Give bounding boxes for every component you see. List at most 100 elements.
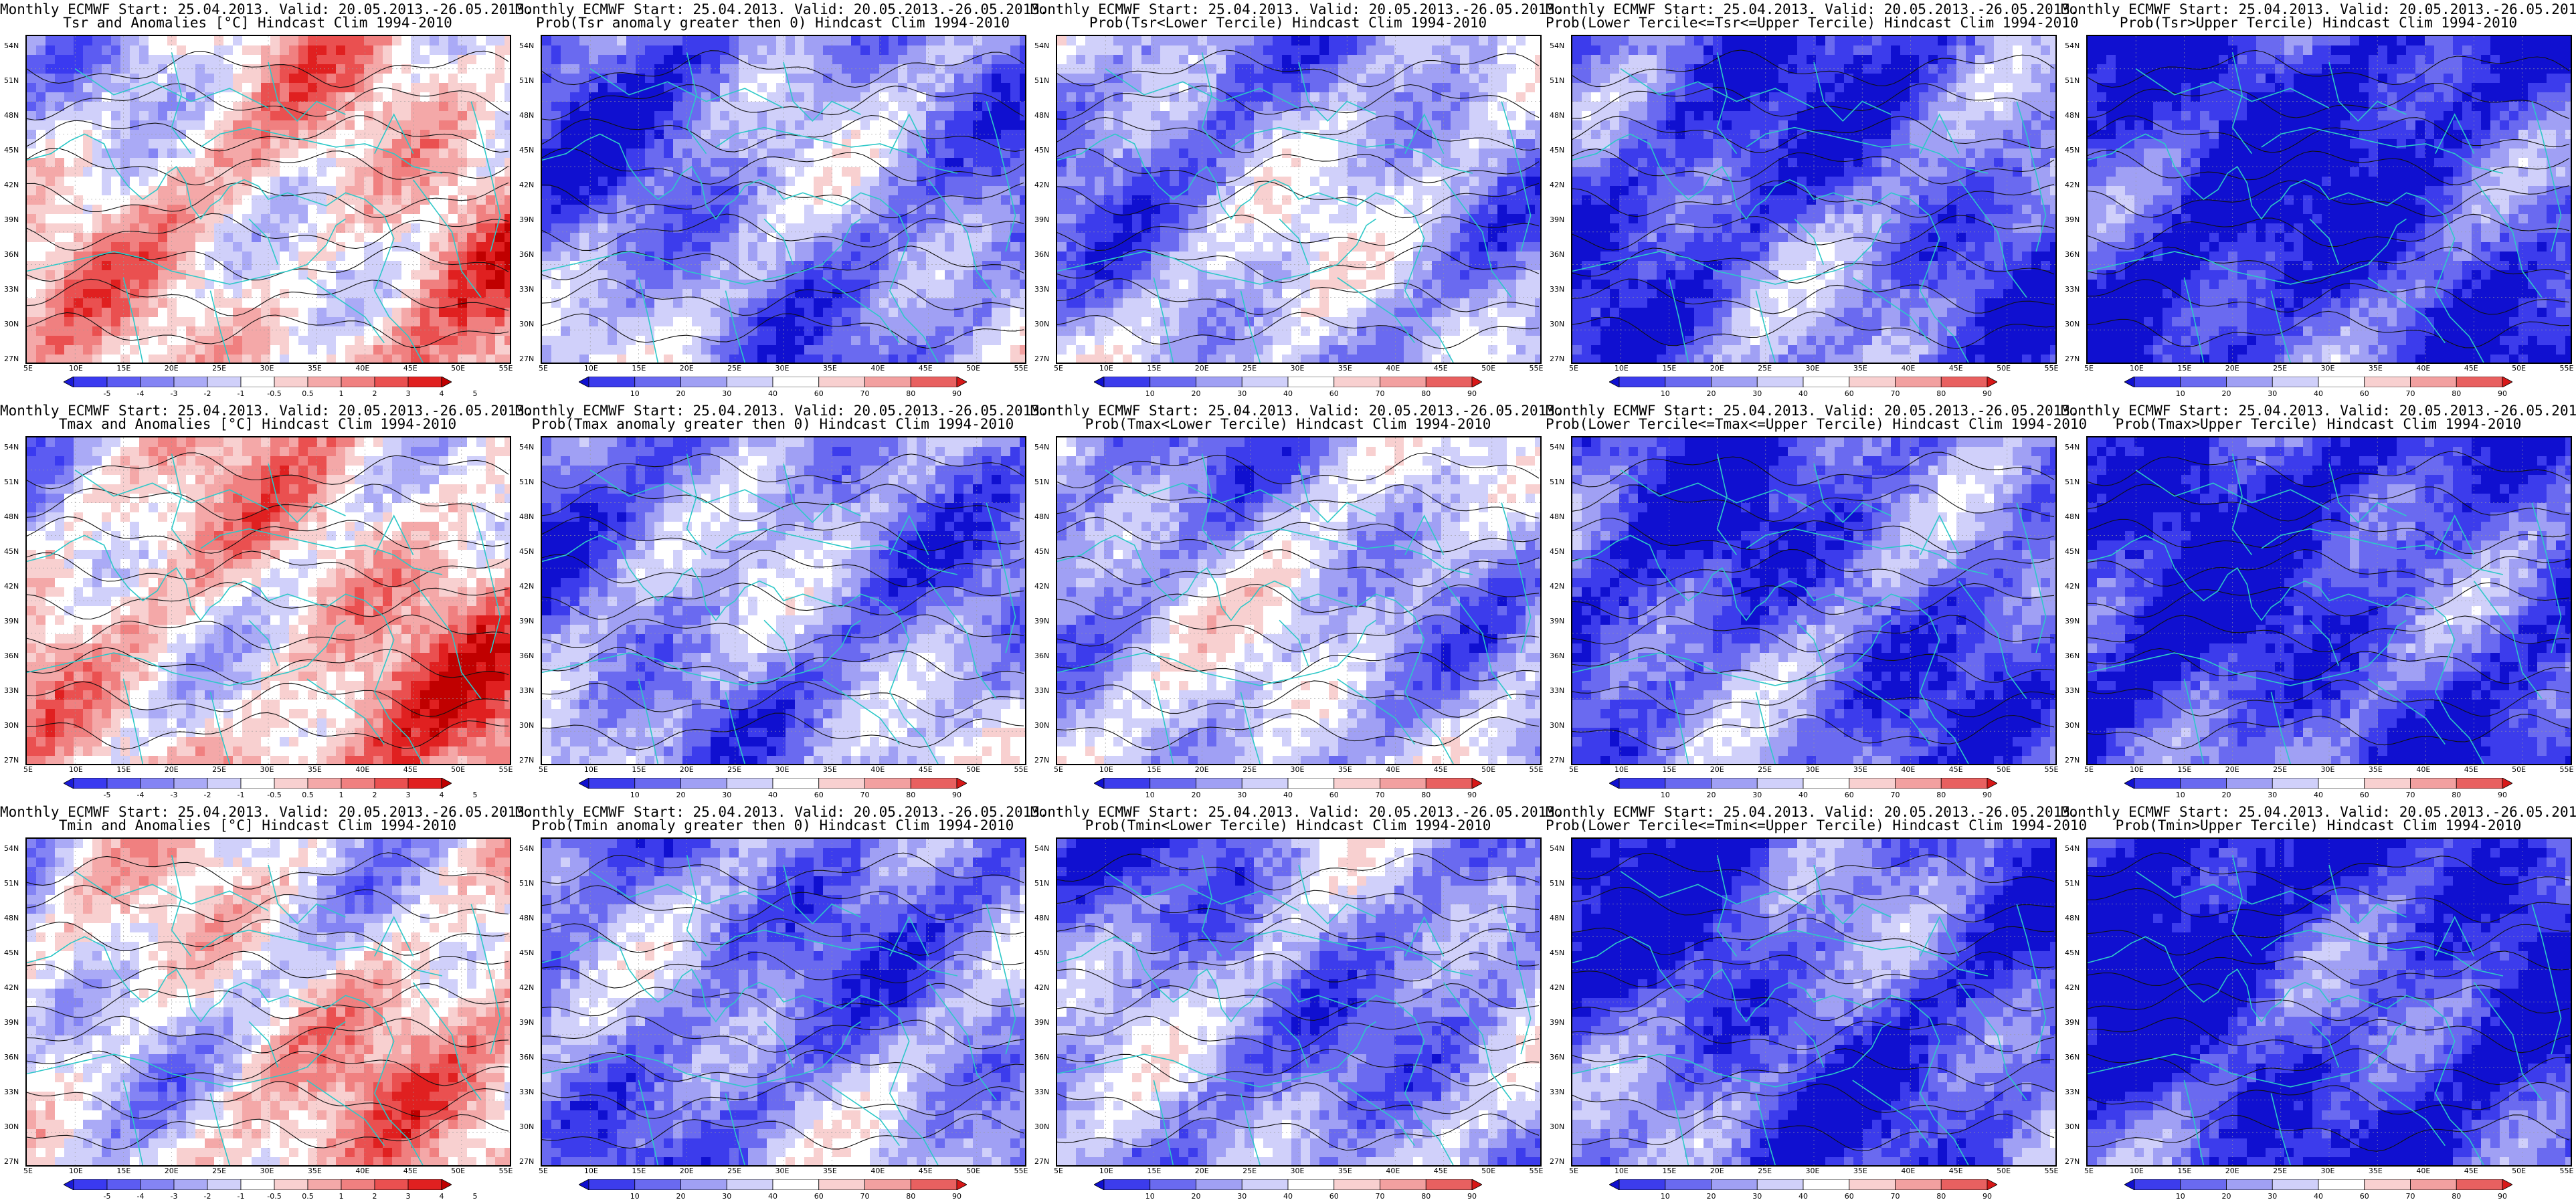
longitude-label: 55E (2045, 765, 2059, 774)
colorbar-label: -0.5 (267, 791, 281, 799)
panel-title-line2: Prob(Tmax>Upper Tercile) Hindcast Clim 1… (2061, 417, 2576, 431)
colorbar-swatch (680, 778, 727, 789)
colorbar-swatch (1287, 377, 1335, 387)
longitude-label: 40E (2416, 1167, 2430, 1175)
longitude-label: 30E (2321, 765, 2335, 774)
longitude-label: 5E (1569, 364, 1578, 373)
longitude-label: 55E (499, 364, 513, 373)
latitude-label: 36N (1034, 651, 1049, 660)
colorbar-swatch (341, 377, 375, 387)
longitude-label: 55E (499, 765, 513, 774)
colorbar-swatch (1149, 377, 1196, 387)
longitude-label: 40E (1901, 1167, 1915, 1175)
longitude-label: 25E (2273, 765, 2287, 774)
field-cells (1057, 36, 1540, 363)
colorbar-swatch (634, 1179, 681, 1190)
colorbar-swatch (1619, 778, 1666, 789)
colorbar-swatch (240, 778, 275, 789)
panel-title-line2: Prob(Tmin>Upper Tercile) Hindcast Clim 1… (2061, 818, 2576, 833)
colorbar-swatch (1940, 778, 1988, 789)
colorbar-label: 40 (768, 791, 777, 799)
colorbar-swatch (173, 377, 208, 387)
latitude-label: 33N (2065, 686, 2080, 695)
colorbar-label: 30 (1752, 389, 1762, 398)
forecast-field-svg (27, 36, 510, 363)
longitude-label: 50E (966, 765, 980, 774)
colorbar-label: 30 (2268, 389, 2277, 398)
panel-title-line1: Monthly ECMWF Start: 25.04.2013. Valid: … (0, 2, 533, 17)
colorbar-label: -4 (137, 791, 145, 799)
colorbar-swatch (2134, 1179, 2181, 1190)
latitude-label: 54N (1034, 844, 1049, 853)
longitude-label: 35E (1338, 765, 1352, 774)
longitude-label: 10E (2130, 1167, 2144, 1175)
colorbar-swatch (634, 778, 681, 789)
colorbar-swatch (1471, 1179, 1482, 1190)
longitude-label: 40E (355, 1167, 369, 1175)
longitude-label: 40E (870, 765, 885, 774)
colorbar-label: 60 (1329, 389, 1339, 398)
forecast-field-svg (1572, 839, 2055, 1165)
longitude-label: 50E (451, 765, 465, 774)
colorbar-label: 5 (473, 1192, 478, 1201)
colorbar-label: 10 (1145, 1192, 1155, 1201)
colorbar-swatch (910, 377, 957, 387)
colorbar-swatch (1711, 377, 1758, 387)
longitude-label: 25E (1243, 1167, 1257, 1175)
panel-title-line1: Monthly ECMWF Start: 25.04.2013. Valid: … (1546, 403, 2079, 418)
colorbar-label: 20 (1707, 1192, 1716, 1201)
colorbar-label: 30 (1752, 1192, 1762, 1201)
colorbar-label: 80 (2452, 791, 2461, 799)
colorbar-swatch (73, 778, 108, 789)
longitude-label: 35E (823, 364, 837, 373)
colorbar-label: 30 (722, 389, 731, 398)
longitude-label: 15E (1147, 765, 1161, 774)
longitude-label: 45E (919, 364, 933, 373)
colorbar-label: 20 (676, 1192, 686, 1201)
longitude-label: 5E (2084, 1167, 2094, 1175)
latitude-label: 30N (519, 320, 534, 328)
longitude-label: 55E (2560, 765, 2574, 774)
forecast-field-svg (1572, 437, 2055, 764)
latitude-label: 39N (1034, 617, 1049, 625)
colorbar-swatch (1149, 778, 1196, 789)
latitude-label: 51N (1034, 879, 1049, 888)
panel-title-line2: Prob(Lower Tercile<=Tmin<=Upper Tercile)… (1546, 818, 2087, 833)
colorbar (2124, 377, 2512, 387)
colorbar-swatch (1287, 1179, 1335, 1190)
longitude-label: 30E (2321, 364, 2335, 373)
longitude-label: 25E (2273, 1167, 2287, 1175)
colorbar-label: 10 (2176, 1192, 2185, 1201)
longitude-label: 35E (823, 1167, 837, 1175)
map-plot-area (2086, 837, 2572, 1167)
colorbar-swatch (1380, 778, 1427, 789)
latitude-label: 27N (1034, 756, 1049, 765)
colorbar-swatch (2318, 778, 2365, 789)
colorbar-label: 0.5 (302, 1192, 314, 1201)
colorbar-swatch (588, 377, 636, 387)
colorbar (579, 377, 967, 387)
colorbar-label: 70 (1376, 791, 1385, 799)
latitude-label: 33N (4, 1088, 19, 1096)
colorbar-label: 60 (1329, 1192, 1339, 1201)
colorbar-label: 40 (1283, 791, 1293, 799)
colorbar-swatch (910, 1179, 957, 1190)
latitude-label: 45N (1034, 948, 1049, 957)
latitude-label: 36N (4, 1053, 19, 1062)
colorbar-swatch (2226, 1179, 2273, 1190)
colorbar-label: 3 (406, 389, 411, 398)
colorbar-swatch (1103, 778, 1151, 789)
longitude-label: 50E (451, 1167, 465, 1175)
panel-title-line2: Prob(Tsr>Upper Tercile) Hindcast Clim 19… (2061, 15, 2576, 30)
colorbar-swatch (1895, 377, 1942, 387)
colorbar-label: 5 (473, 791, 478, 799)
colorbar-label: 30 (722, 791, 731, 799)
colorbar-label: 10 (2176, 791, 2185, 799)
map-panel: Monthly ECMWF Start: 25.04.2013. Valid: … (0, 0, 533, 401)
longitude-label: 50E (1481, 364, 1495, 373)
panel-title-line2: Prob(Tmin<Lower Tercile) Hindcast Clim 1… (1030, 818, 1546, 833)
colorbar-swatch (1756, 1179, 1804, 1190)
colorbar-swatch (2124, 377, 2135, 387)
latitude-label: 54N (519, 844, 534, 853)
latitude-label: 48N (1034, 914, 1049, 922)
